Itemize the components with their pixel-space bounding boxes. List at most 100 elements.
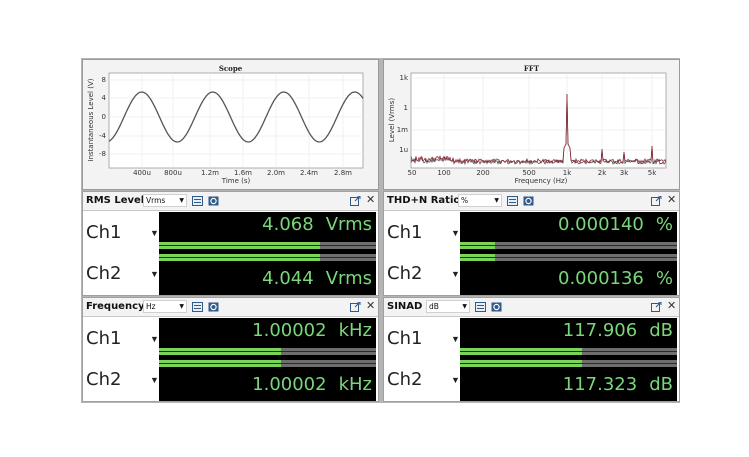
readout-value: 0.000136: [558, 268, 644, 289]
scope-title: Scope: [218, 64, 243, 73]
settings-gear-icon[interactable]: [491, 302, 502, 312]
channel-dropdown-icon[interactable]: ▼: [451, 375, 460, 385]
readout-ch1: 117.906 dB: [563, 320, 673, 341]
scope-panel: Scope 8 4 0 -4 -8 400u 800u: [82, 59, 379, 190]
fft-xtick: 1k: [563, 169, 572, 177]
readout-ch2: 0.000136%: [558, 268, 673, 289]
channel-dropdown-icon[interactable]: ▼: [451, 334, 460, 344]
readout-unit: dB: [649, 374, 673, 395]
channel-dropdown-icon[interactable]: ▼: [451, 228, 460, 238]
unit-select[interactable]: Hz ▼: [143, 300, 187, 313]
popout-icon[interactable]: [350, 196, 361, 206]
close-icon[interactable]: ✕: [667, 300, 677, 312]
meter-display: 1.00002 kHz 1.00002 kHz: [159, 318, 376, 401]
scope-ytick: -8: [99, 150, 106, 158]
settings-gear-icon[interactable]: [523, 196, 534, 206]
channel-dropdown-icon[interactable]: ▼: [150, 269, 159, 279]
channel-label: Ch1: [387, 222, 423, 243]
level-bar-ch2: [460, 360, 677, 367]
meter-frequency: Frequency Hz ▼ ✕ Ch1 ▼ Ch2 ▼: [82, 297, 379, 402]
readout-ch2: 4.044 Vrms: [262, 268, 372, 289]
popout-icon[interactable]: [651, 302, 662, 312]
channel-label: Ch2: [86, 369, 122, 390]
readout-ch1: 0.000140%: [558, 214, 673, 235]
fft-plot[interactable]: 1k 1 1m 1u 50 100 200 500 1k 2k 3k 5k Fr…: [384, 60, 680, 190]
scope-ytick: -4: [99, 132, 107, 140]
fft-xtick: 100: [437, 169, 450, 177]
scope-trace: [108, 91, 364, 143]
fft-xtick: 200: [476, 169, 489, 177]
scope-xtick: 1.6m: [234, 169, 252, 177]
meter-header: SINAD dB ▼ ✕: [384, 298, 679, 317]
unit-select[interactable]: Vrms ▼: [143, 194, 187, 207]
meter-header: RMS Level Vrms ▼ ✕: [83, 192, 378, 211]
scope-plot[interactable]: 8 4 0 -4 -8 400u 800u 1.2m 1.6m 2.0m 2.4…: [83, 60, 379, 190]
unit-select-value: %: [461, 196, 469, 205]
fft-xtick: 5k: [648, 169, 657, 177]
level-bar-ch2: [159, 360, 376, 367]
dropdown-arrow-icon: ▼: [494, 197, 499, 204]
scope-ytick: 4: [102, 94, 107, 102]
popout-icon[interactable]: [651, 196, 662, 206]
fft-ytick: 1m: [397, 126, 408, 134]
close-icon[interactable]: ✕: [667, 194, 677, 206]
fft-ytick: 1u: [399, 146, 408, 154]
channel-dropdown-icon[interactable]: ▼: [451, 269, 460, 279]
bar-divider: [460, 245, 677, 246]
readout-value: 1.00002: [252, 320, 327, 341]
channel-label: Ch1: [86, 328, 122, 349]
meter-sinad: SINAD dB ▼ ✕ Ch1 ▼ Ch2 ▼ 11: [383, 297, 680, 402]
fft-panel: FFT 1k 1 1m 1u 50 100 200: [383, 59, 680, 190]
unit-toggle-icon[interactable]: [192, 196, 203, 206]
bar-divider: [460, 257, 677, 258]
channel-dropdown-icon[interactable]: ▼: [150, 334, 159, 344]
meter-rms-level: RMS Level Vrms ▼ ✕ Ch1 ▼ Ch2 ▼: [82, 191, 379, 296]
bar-divider: [159, 245, 376, 246]
readout-value: 0.000140: [558, 214, 644, 235]
bar-divider: [159, 257, 376, 258]
unit-toggle-icon[interactable]: [475, 302, 486, 312]
bar-divider: [159, 363, 376, 364]
scope-ytick: 8: [102, 76, 106, 84]
fft-xtick: 2k: [598, 169, 607, 177]
unit-toggle-icon[interactable]: [192, 302, 203, 312]
readout-value: 117.906: [562, 320, 638, 341]
readout-ch2: 1.00002 kHz: [252, 374, 372, 395]
readout-unit: Vrms: [325, 268, 372, 289]
readout-value: 4.068: [262, 214, 314, 235]
scope-xlabel: Time (s): [221, 177, 251, 185]
readout-value: 1.00002: [252, 374, 327, 395]
scope-xtick: 1.2m: [201, 169, 219, 177]
channel-label: Ch2: [86, 263, 122, 284]
scope-xtick: 2.8m: [334, 169, 352, 177]
popout-icon[interactable]: [350, 302, 361, 312]
level-bar-ch1: [460, 242, 677, 249]
close-icon[interactable]: ✕: [366, 194, 376, 206]
level-bar-ch2: [460, 254, 677, 261]
readout-ch1: 4.068 Vrms: [262, 214, 372, 235]
settings-gear-icon[interactable]: [208, 196, 219, 206]
unit-select-value: dB: [429, 302, 439, 311]
bar-divider: [159, 351, 376, 352]
readout-unit: dB: [649, 320, 673, 341]
readout-ch1: 1.00002 kHz: [252, 320, 372, 341]
meter-title: RMS Level: [86, 195, 145, 206]
unit-select[interactable]: dB ▼: [426, 300, 470, 313]
scope-xtick: 400u: [133, 169, 151, 177]
fft-xtick: 500: [522, 169, 535, 177]
meter-display: 0.000140% 0.000136%: [460, 212, 677, 295]
scope-ylabel: Instantaneous Level (V): [87, 78, 95, 161]
fft-xtick: 3k: [620, 169, 629, 177]
channel-dropdown-icon[interactable]: ▼: [150, 375, 159, 385]
close-icon[interactable]: ✕: [366, 300, 376, 312]
readout-unit: Vrms: [325, 214, 372, 235]
channel-dropdown-icon[interactable]: ▼: [150, 228, 159, 238]
meter-display: 4.068 Vrms 4.044 Vrms: [159, 212, 376, 295]
meter-title: THD+N Ratio: [387, 195, 461, 206]
settings-gear-icon[interactable]: [208, 302, 219, 312]
unit-toggle-icon[interactable]: [507, 196, 518, 206]
unit-select[interactable]: % ▼: [458, 194, 502, 207]
unit-select-value: Hz: [146, 302, 156, 311]
fft-ylabel: Level (Vrms): [388, 98, 396, 142]
readout-value: 4.044: [262, 268, 314, 289]
